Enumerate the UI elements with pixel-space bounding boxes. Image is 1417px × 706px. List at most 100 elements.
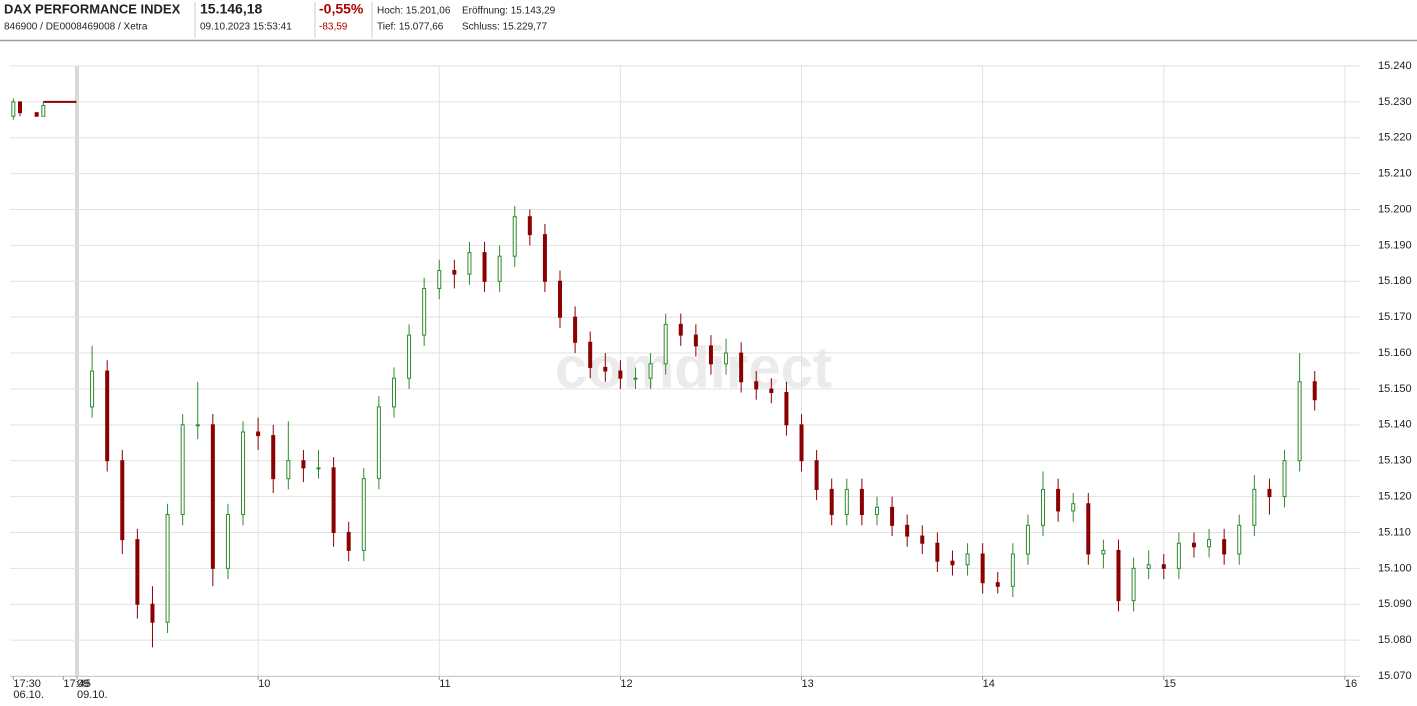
y-tick-label: 15.070 xyxy=(1378,670,1412,682)
date-label: 09.10. xyxy=(77,689,108,701)
candle-body xyxy=(361,478,366,551)
candle-body xyxy=(1131,567,1136,602)
candle-body xyxy=(1222,539,1227,555)
candle-body xyxy=(829,488,834,516)
candle-body xyxy=(739,352,744,383)
candle-body xyxy=(784,392,789,426)
y-tick-label: 15.200 xyxy=(1378,203,1412,215)
candle-body xyxy=(859,488,864,516)
candle-body xyxy=(482,252,487,282)
candle-body xyxy=(693,334,698,347)
candle-body xyxy=(603,366,608,372)
candle-body xyxy=(890,506,895,526)
candle-body xyxy=(905,524,910,537)
candle-body xyxy=(34,112,39,117)
date-label: 06.10. xyxy=(13,689,44,701)
y-tick-label: 15.100 xyxy=(1378,562,1412,574)
candle-body xyxy=(286,460,291,480)
candle-body xyxy=(150,603,155,623)
y-tick-label: 15.140 xyxy=(1378,419,1412,431)
candle-body xyxy=(331,467,336,533)
change-absolute: -83,59 xyxy=(319,22,348,33)
candle-body xyxy=(271,435,276,480)
candle-body xyxy=(135,539,140,605)
y-tick-label: 15.130 xyxy=(1378,455,1412,467)
candle-body xyxy=(1267,488,1272,498)
candle-body xyxy=(1176,542,1181,569)
candle-body xyxy=(1025,524,1030,555)
candle-body xyxy=(542,234,547,282)
candle-body xyxy=(225,514,230,569)
candle-body xyxy=(165,514,170,623)
day-open: Eröffnung: 15.143,29 xyxy=(462,6,556,17)
instrument-title: DAX PERFORMANCE INDEX xyxy=(4,1,181,16)
candle-body xyxy=(527,216,532,236)
candle-body xyxy=(573,316,578,343)
candle-body xyxy=(422,287,427,336)
candle-body xyxy=(195,424,200,427)
candle-body xyxy=(1146,564,1151,569)
candle-body xyxy=(769,388,774,394)
x-tick-label: 13 xyxy=(802,678,814,690)
candle-body xyxy=(1101,549,1106,555)
candle-body xyxy=(980,553,985,584)
change-percent: -0,55% xyxy=(319,1,364,17)
candle-body xyxy=(1191,542,1196,548)
candle-body xyxy=(844,488,849,516)
candle-body xyxy=(799,424,804,462)
x-tick-label: 11 xyxy=(439,678,450,690)
candle-body xyxy=(618,370,623,379)
candle-body xyxy=(241,431,246,516)
x-tick-label: 16 xyxy=(1345,678,1357,690)
candle-body xyxy=(437,270,442,289)
x-tick-label: 09 xyxy=(77,678,89,690)
candle-body xyxy=(1010,553,1015,587)
y-tick-label: 15.240 xyxy=(1378,60,1412,72)
candle-body xyxy=(1056,488,1061,512)
y-tick-label: 15.080 xyxy=(1378,634,1412,646)
candle-body xyxy=(874,506,879,516)
day-high: Hoch: 15.201,06 xyxy=(377,6,451,17)
day-low: Tief: 15.077,66 xyxy=(377,22,444,33)
y-tick-label: 15.170 xyxy=(1378,311,1412,323)
candle-body xyxy=(708,345,713,365)
candle-body xyxy=(11,101,16,117)
candle-body xyxy=(467,252,472,275)
candle-body xyxy=(391,377,396,408)
y-tick-label: 15.160 xyxy=(1378,347,1412,359)
candle-body xyxy=(1086,503,1091,555)
candle-body xyxy=(90,370,95,408)
y-tick-label: 15.190 xyxy=(1378,239,1412,251)
candle-body xyxy=(210,424,215,569)
candle-body xyxy=(41,104,46,117)
candle-body xyxy=(633,377,638,380)
candle-body xyxy=(301,460,306,469)
x-tick-label: 10 xyxy=(258,678,270,690)
candle-body xyxy=(950,560,955,566)
y-tick-label: 15.120 xyxy=(1378,490,1412,502)
previous-close: Schluss: 15.229,77 xyxy=(462,22,547,33)
candle-body xyxy=(1282,460,1287,498)
x-tick-label: 12 xyxy=(620,678,632,690)
candle-body xyxy=(1252,488,1257,526)
x-tick-label: 14 xyxy=(983,678,995,690)
y-tick-label: 15.110 xyxy=(1378,526,1411,538)
candle-body xyxy=(965,553,970,566)
candle-body xyxy=(512,216,517,257)
candle-body xyxy=(754,381,759,390)
candle-body xyxy=(1312,381,1317,401)
y-tick-label: 15.220 xyxy=(1378,132,1412,144)
candle-body xyxy=(407,334,412,379)
candle-body xyxy=(452,270,457,275)
candle-body xyxy=(588,341,593,368)
candle-body xyxy=(18,101,22,114)
candle-body xyxy=(316,467,321,470)
x-tick-label: 17:45 xyxy=(63,678,91,690)
candle-body xyxy=(995,582,1000,587)
candle-body xyxy=(256,431,261,437)
candle-body xyxy=(724,352,729,365)
y-tick-label: 15.210 xyxy=(1378,168,1412,180)
y-tick-label: 15.090 xyxy=(1378,598,1412,610)
candle-body xyxy=(1207,539,1212,548)
